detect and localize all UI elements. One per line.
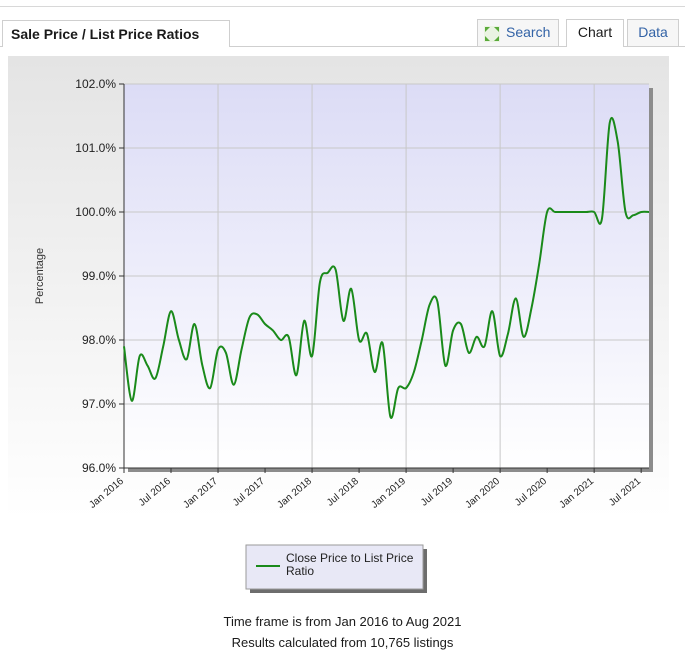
y-tick-label: 100.0%	[75, 205, 116, 219]
series-line	[123, 116, 650, 419]
y-tick-label: 97.0%	[82, 397, 116, 411]
y-axis-label: Percentage	[34, 248, 46, 304]
tab-data[interactable]: Data	[627, 19, 679, 46]
expand-icon	[484, 26, 500, 42]
y-tick-labels: 96.0% 97.0% 98.0% 99.0% 100.0% 101.0% 102.0%	[75, 77, 116, 475]
x-tick-label: Jul 2021	[607, 476, 643, 509]
x-tick-label: Jul 2019	[419, 476, 455, 509]
x-tick-label: Jan 2021	[557, 476, 596, 511]
legend: Close Price to List Price Ratio	[245, 544, 427, 593]
legend-label-line-1: Close Price to List Price	[286, 551, 414, 565]
y-tick-label: 99.0%	[82, 269, 116, 283]
x-tick-label: Jul 2017	[231, 476, 267, 509]
axes	[119, 83, 649, 473]
top-divider	[0, 6, 685, 7]
x-tick-label: Jan 2019	[369, 476, 408, 511]
y-tick-label: 98.0%	[82, 333, 116, 347]
section-title-tab: Sale Price / List Price Ratios	[2, 20, 230, 47]
x-tick-labels: Jan 2016 Jul 2016 Jan 2017 Jul 2017 Jan 2018…	[87, 476, 643, 511]
tab-search-label: Search	[506, 24, 551, 40]
legend-label: Close Price to List Price Ratio	[286, 551, 414, 578]
tab-chart[interactable]: Chart	[566, 19, 624, 47]
x-tick-label: Jan 2020	[463, 476, 502, 511]
x-tick-label: Jan 2017	[181, 476, 220, 511]
tab-search[interactable]: Search	[477, 19, 559, 46]
section-header: Sale Price / List Price Ratios Search Ch…	[0, 18, 685, 47]
x-tick-label: Jul 2016	[137, 476, 173, 509]
results-text: Results calculated from 10,765 listings	[231, 635, 454, 650]
x-tick-label: Jul 2018	[325, 476, 361, 509]
x-tick-label: Jan 2016	[87, 476, 126, 511]
y-tick-label: 101.0%	[75, 141, 116, 155]
legend-label-line-2: Ratio	[286, 564, 314, 578]
y-tick-label: 102.0%	[75, 77, 116, 91]
timeframe-text: Time frame is from Jan 2016 to Aug 2021	[223, 614, 462, 629]
x-tick-label: Jul 2020	[513, 476, 549, 509]
section-title: Sale Price / List Price Ratios	[11, 26, 200, 42]
y-tick-label: 96.0%	[82, 461, 116, 475]
x-tick-label: Jan 2018	[275, 476, 314, 511]
series-group	[123, 116, 650, 419]
chart-panel: 96.0% 97.0% 98.0% 99.0% 100.0% 101.0% 102.0% J…	[8, 56, 669, 600]
line-chart: 96.0% 97.0% 98.0% 99.0% 100.0% 101.0% 102.0% J…	[34, 77, 653, 593]
